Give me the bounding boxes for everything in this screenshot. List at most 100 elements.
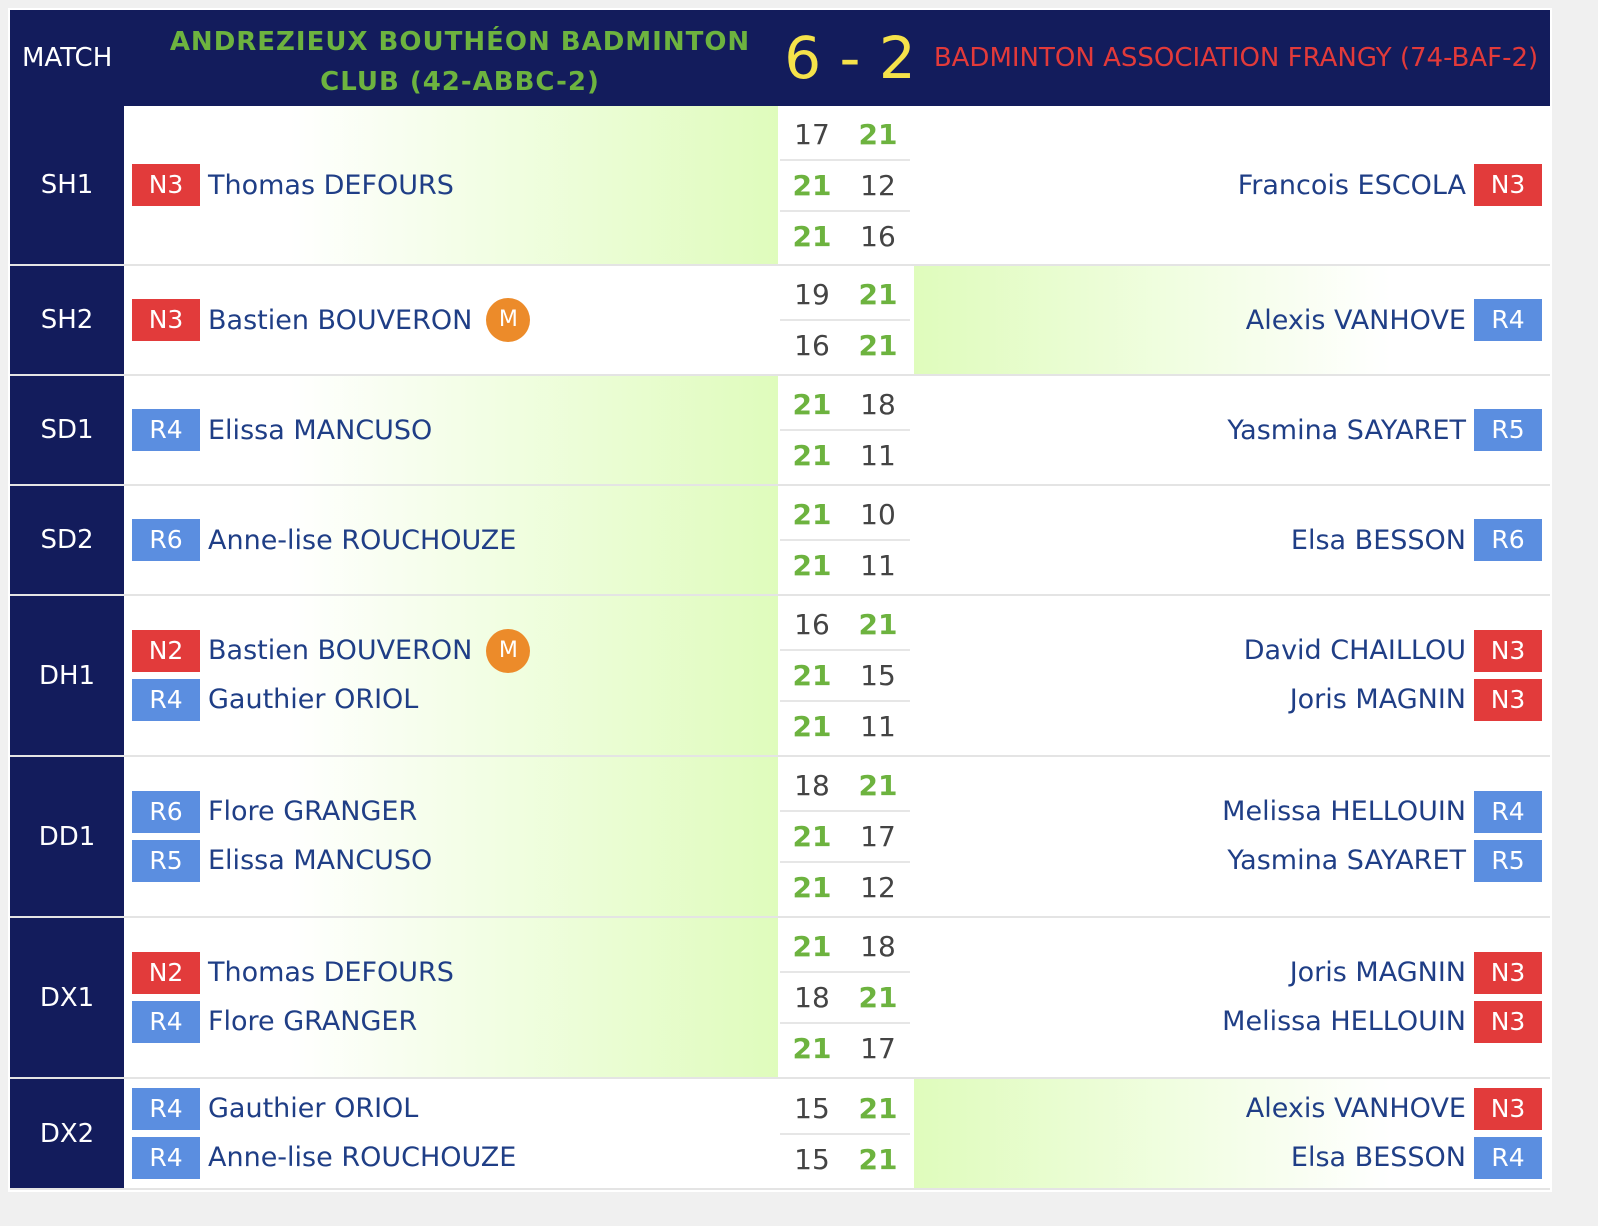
away-player[interactable]: Melissa HELLOUIN N3	[1222, 1000, 1542, 1043]
player-name[interactable]: Yasmina SAYARET	[1227, 414, 1466, 446]
away-set-points: 10	[860, 498, 896, 531]
player-name[interactable]: Flore GRANGER	[208, 1006, 418, 1037]
rank-badge: N2	[132, 629, 200, 672]
winner-highlight	[124, 757, 778, 916]
rank-badge: R6	[132, 790, 200, 833]
match-row: DX2 R4 Gauthier ORIOL R4 Anne-lise ROUCHOUZE…	[10, 1079, 1550, 1190]
set-scores: 21 10 21 11	[780, 490, 910, 590]
rank-badge: N3	[1474, 629, 1542, 672]
away-team-name[interactable]: BADMINTON ASSOCIATION FRANGY (74-BAF-2)	[933, 43, 1539, 73]
set-score: 21 11	[780, 541, 910, 590]
away-player[interactable]: Elsa BESSON R6	[1291, 519, 1542, 561]
set-scores: 19 21 16 21	[780, 270, 910, 370]
away-set-points: 11	[860, 439, 896, 472]
away-player[interactable]: Joris MAGNIN N3	[1289, 678, 1542, 721]
home-set-points: 21	[792, 1032, 832, 1065]
rank-badge: N3	[132, 299, 200, 341]
player-name[interactable]: Joris MAGNIN	[1289, 684, 1466, 715]
set-score: 21 11	[780, 431, 910, 480]
set-score: 16 21	[780, 600, 910, 651]
player-name[interactable]: Alexis VANHOVE	[1245, 1093, 1466, 1124]
player-name[interactable]: Melissa HELLOUIN	[1222, 1006, 1466, 1037]
away-player[interactable]: Francois ESCOLA N3	[1238, 164, 1542, 206]
home-set-points: 15	[794, 1142, 830, 1176]
player-name[interactable]: Anne-lise ROUCHOUZE	[208, 524, 517, 556]
away-player[interactable]: David CHAILLOU N3	[1243, 629, 1542, 672]
home-player[interactable]: N2 Thomas DEFOURS	[132, 951, 454, 994]
match-code: SD1	[10, 376, 124, 484]
home-set-points: 21	[792, 710, 832, 743]
home-set-points: 21	[792, 439, 832, 472]
away-set-points: 21	[858, 278, 898, 311]
home-team-name[interactable]: ANDREZIEUX BOUTHÉON BADMINTON CLUB (42-A…	[169, 27, 751, 97]
away-player[interactable]: Elsa BESSON R4	[1290, 1136, 1542, 1179]
player-name[interactable]: Joris MAGNIN	[1289, 957, 1466, 988]
away-set-points: 21	[858, 608, 898, 641]
set-score: 21 16	[780, 212, 910, 261]
home-set-points: 18	[794, 981, 830, 1014]
away-player[interactable]: Yasmina SAYARET R5	[1227, 409, 1542, 451]
home-player[interactable]: R4 Anne-lise ROUCHOUZE	[132, 1136, 517, 1179]
home-player[interactable]: R4 Gauthier ORIOL	[132, 678, 419, 721]
match-row: SD2 R6 Anne-lise ROUCHOUZE Elsa BESSON R6 21 1…	[10, 486, 1550, 596]
player-name[interactable]: Flore GRANGER	[208, 796, 418, 827]
home-set-points: 21	[792, 871, 832, 904]
player-name[interactable]: Anne-lise ROUCHOUZE	[208, 1142, 517, 1173]
player-name[interactable]: Bastien BOUVERON	[208, 635, 473, 666]
winner-highlight	[124, 486, 778, 594]
home-set-points: 21	[792, 498, 832, 531]
player-name[interactable]: Yasmina SAYARET	[1227, 845, 1466, 876]
rank-badge: R4	[1474, 1136, 1542, 1179]
set-score: 21 15	[780, 651, 910, 702]
rank-badge: R4	[132, 1000, 200, 1043]
match-code: DH1	[10, 596, 124, 755]
away-player[interactable]: Alexis VANHOVE N3	[1245, 1087, 1542, 1130]
away-player[interactable]: Joris MAGNIN N3	[1289, 951, 1542, 994]
player-name[interactable]: Gauthier ORIOL	[208, 684, 419, 715]
set-score: 15 21	[780, 1084, 910, 1135]
home-player[interactable]: N3 Thomas DEFOURS	[132, 164, 454, 206]
set-score: 21 18	[780, 922, 910, 973]
set-score: 21 17	[780, 1024, 910, 1073]
player-name[interactable]: Alexis VANHOVE	[1245, 304, 1466, 336]
away-set-points: 17	[860, 1032, 896, 1065]
home-player[interactable]: R4 Elissa MANCUSO	[132, 409, 432, 451]
encounter-table: MATCH ANDREZIEUX BOUTHÉON BADMINTON CLUB…	[8, 8, 1552, 1192]
home-player[interactable]: R5 Elissa MANCUSO	[132, 839, 433, 882]
player-name[interactable]: Bastien BOUVERON	[208, 304, 473, 336]
player-name[interactable]: David CHAILLOU	[1243, 635, 1466, 666]
away-set-points: 18	[860, 930, 896, 963]
home-player[interactable]: R4 Flore GRANGER	[132, 1000, 418, 1043]
player-name[interactable]: Elsa BESSON	[1290, 1142, 1466, 1173]
away-player[interactable]: Melissa HELLOUIN R4	[1222, 790, 1542, 833]
player-name[interactable]: Elsa BESSON	[1290, 524, 1466, 556]
match-row: DH1 N2 Bastien BOUVERON M R4 Gauthier ORIOL Da…	[10, 596, 1550, 757]
match-code: DD1	[10, 757, 124, 916]
home-player[interactable]: R4 Gauthier ORIOL	[132, 1087, 419, 1130]
away-player[interactable]: Alexis VANHOVE R4	[1246, 299, 1542, 341]
player-name[interactable]: Melissa HELLOUIN	[1222, 796, 1466, 827]
set-scores: 15 21 15 21	[780, 1084, 910, 1184]
player-name[interactable]: Thomas DEFOURS	[208, 957, 454, 988]
away-set-points: 18	[860, 388, 896, 421]
away-set-points: 12	[860, 168, 896, 202]
encounter-score: 6 - 2	[784, 24, 916, 92]
home-player[interactable]: N2 Bastien BOUVERON M	[132, 628, 531, 673]
player-name[interactable]: Elissa MANCUSO	[208, 414, 433, 446]
player-name[interactable]: Thomas DEFOURS	[208, 169, 454, 201]
home-player[interactable]: R6 Anne-lise ROUCHOUZE	[132, 519, 516, 561]
home-player[interactable]: R6 Flore GRANGER	[132, 790, 418, 833]
player-name[interactable]: Gauthier ORIOL	[208, 1093, 419, 1124]
rank-badge: R5	[132, 839, 200, 882]
away-player[interactable]: Yasmina SAYARET R5	[1227, 839, 1542, 882]
set-score: 21 12	[780, 863, 910, 912]
set-score: 21 18	[780, 380, 910, 431]
player-name[interactable]: Francois ESCOLA	[1237, 169, 1466, 201]
home-player[interactable]: N3 Bastien BOUVERON M	[132, 298, 531, 342]
rank-badge: R4	[1474, 790, 1542, 833]
away-set-points: 17	[860, 820, 896, 853]
match-code: SH1	[10, 106, 124, 264]
home-set-points: 21	[792, 219, 832, 253]
player-name[interactable]: Elissa MANCUSO	[208, 845, 433, 876]
set-score: 21 10	[780, 490, 910, 541]
